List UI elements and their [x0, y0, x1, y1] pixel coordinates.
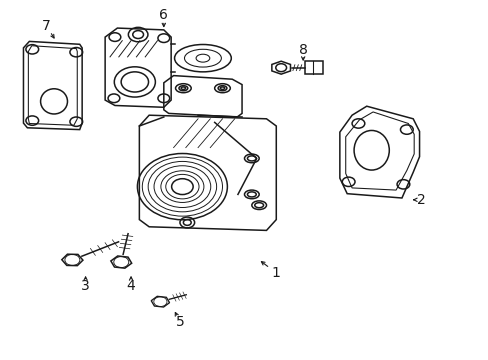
Text: 3: 3: [81, 279, 90, 293]
Text: 1: 1: [271, 266, 280, 280]
Text: 4: 4: [126, 279, 135, 293]
Text: 5: 5: [175, 315, 184, 329]
Text: 7: 7: [42, 19, 51, 33]
Text: 8: 8: [298, 43, 307, 57]
Text: 6: 6: [159, 8, 168, 22]
Text: 2: 2: [416, 193, 425, 207]
